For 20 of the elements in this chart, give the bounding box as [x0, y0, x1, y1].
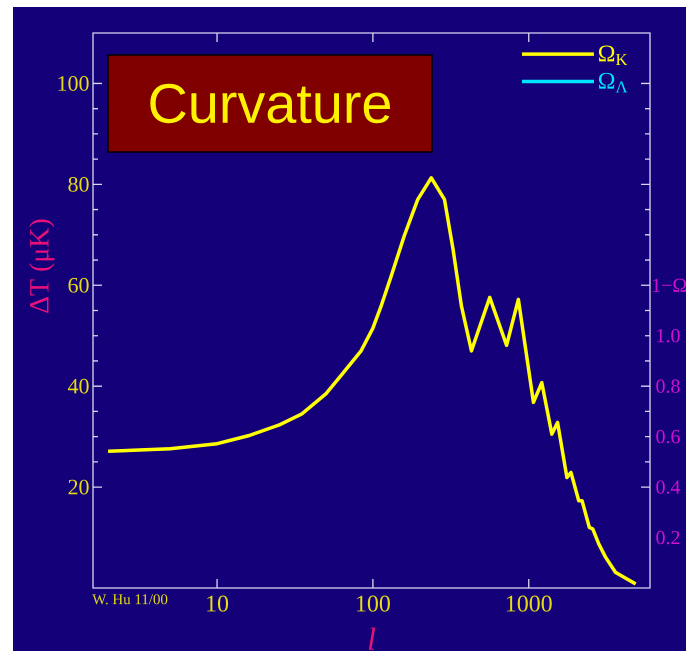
- y-tick-label: 40: [68, 378, 89, 394]
- y-tick-label: 80: [68, 176, 89, 192]
- y2-tick-label: 0.6: [656, 430, 680, 444]
- y2-tick-label: 0.8: [656, 379, 680, 393]
- y2-tick-label: 0.2: [656, 530, 680, 544]
- legend-label: Ω$_{K}$: [598, 46, 628, 66]
- y-tick-label: 100: [58, 76, 89, 91]
- x-axis-title: l: [368, 628, 376, 650]
- x-tick-label: 10: [207, 596, 228, 612]
- y-tick-label: 60: [68, 278, 89, 293]
- y2-tick-label: 1.0: [657, 328, 680, 342]
- legend-label: Ω$_{Λ}$: [598, 72, 628, 92]
- x-tick-label: 100: [357, 596, 390, 612]
- y2-tick-label: 0.4: [656, 480, 680, 494]
- y2-axis-title: 1−Ω: [652, 278, 686, 292]
- text: W. Hu 11/00: [92, 594, 168, 604]
- y-tick-label: 20: [68, 480, 89, 494]
- text: Curvature: [150, 84, 390, 124]
- y-axis-title: ΔT (μK): [29, 220, 54, 313]
- x-tick-label: 1000: [506, 596, 552, 612]
